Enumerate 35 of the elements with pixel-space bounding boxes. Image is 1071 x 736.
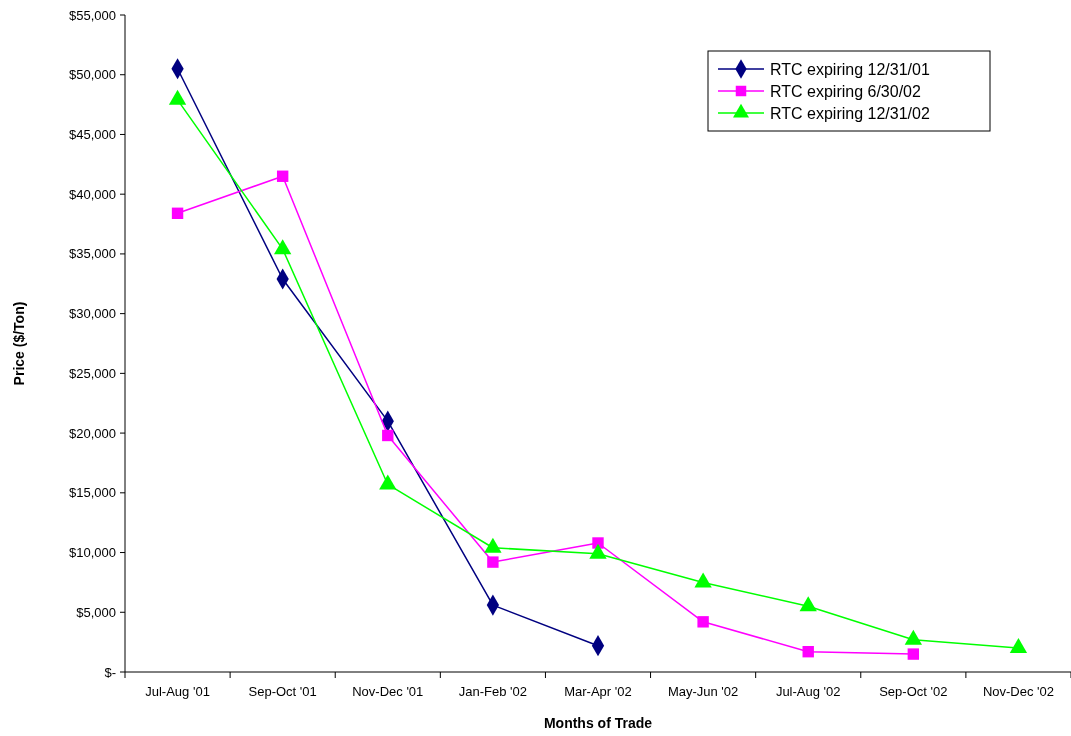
point [274, 239, 292, 255]
y-tick-label: $15,000 [69, 485, 116, 501]
y-tick-label: $45,000 [69, 127, 116, 142]
y-tick-label: $30,000 [69, 306, 116, 322]
x-tick-label: Nov-Dec '02 [982, 684, 1055, 699]
y-tick-label: $25,000 [69, 365, 116, 381]
x-tick-label: Nov-Dec '01 [352, 684, 424, 699]
point [1009, 638, 1028, 654]
y-tick-label: $50,000 [69, 67, 116, 83]
x-tick-label: May-Jun '02 [667, 684, 739, 699]
x-tick-label: Sep-Oct '02 [879, 684, 948, 699]
y-tick-label: $40,000 [69, 186, 116, 202]
point [276, 170, 289, 182]
y-tick-label: $20,000 [69, 425, 116, 441]
x-tick-label: Sep-Oct '01 [248, 684, 317, 699]
point [697, 616, 709, 628]
y-tick-label: $10,000 [69, 545, 116, 561]
y-tick-label: $35,000 [69, 246, 116, 262]
y-axis-title: Price ($/Ton) [11, 301, 27, 386]
legend-label: RTC expiring 6/30/02 [770, 82, 921, 100]
y-tick-label: $- [104, 664, 116, 680]
x-tick-label: Jan-Feb '02 [458, 684, 528, 699]
point [907, 648, 920, 660]
point [171, 207, 184, 219]
y-tick-label: $55,000 [69, 7, 116, 23]
y-tick-label: $5,000 [76, 604, 116, 620]
x-tick-label: Jul-Aug '01 [145, 684, 210, 699]
point [487, 556, 499, 568]
x-axis-title: Months of Trade [543, 715, 653, 731]
point [382, 429, 394, 442]
x-tick-label: Mar-Apr '02 [564, 684, 632, 699]
legend-label: RTC expiring 12/31/01 [770, 60, 930, 78]
x-tick-label: Jul-Aug '02 [775, 684, 841, 699]
legend-label: RTC expiring 12/31/02 [770, 104, 930, 122]
point [802, 645, 814, 658]
